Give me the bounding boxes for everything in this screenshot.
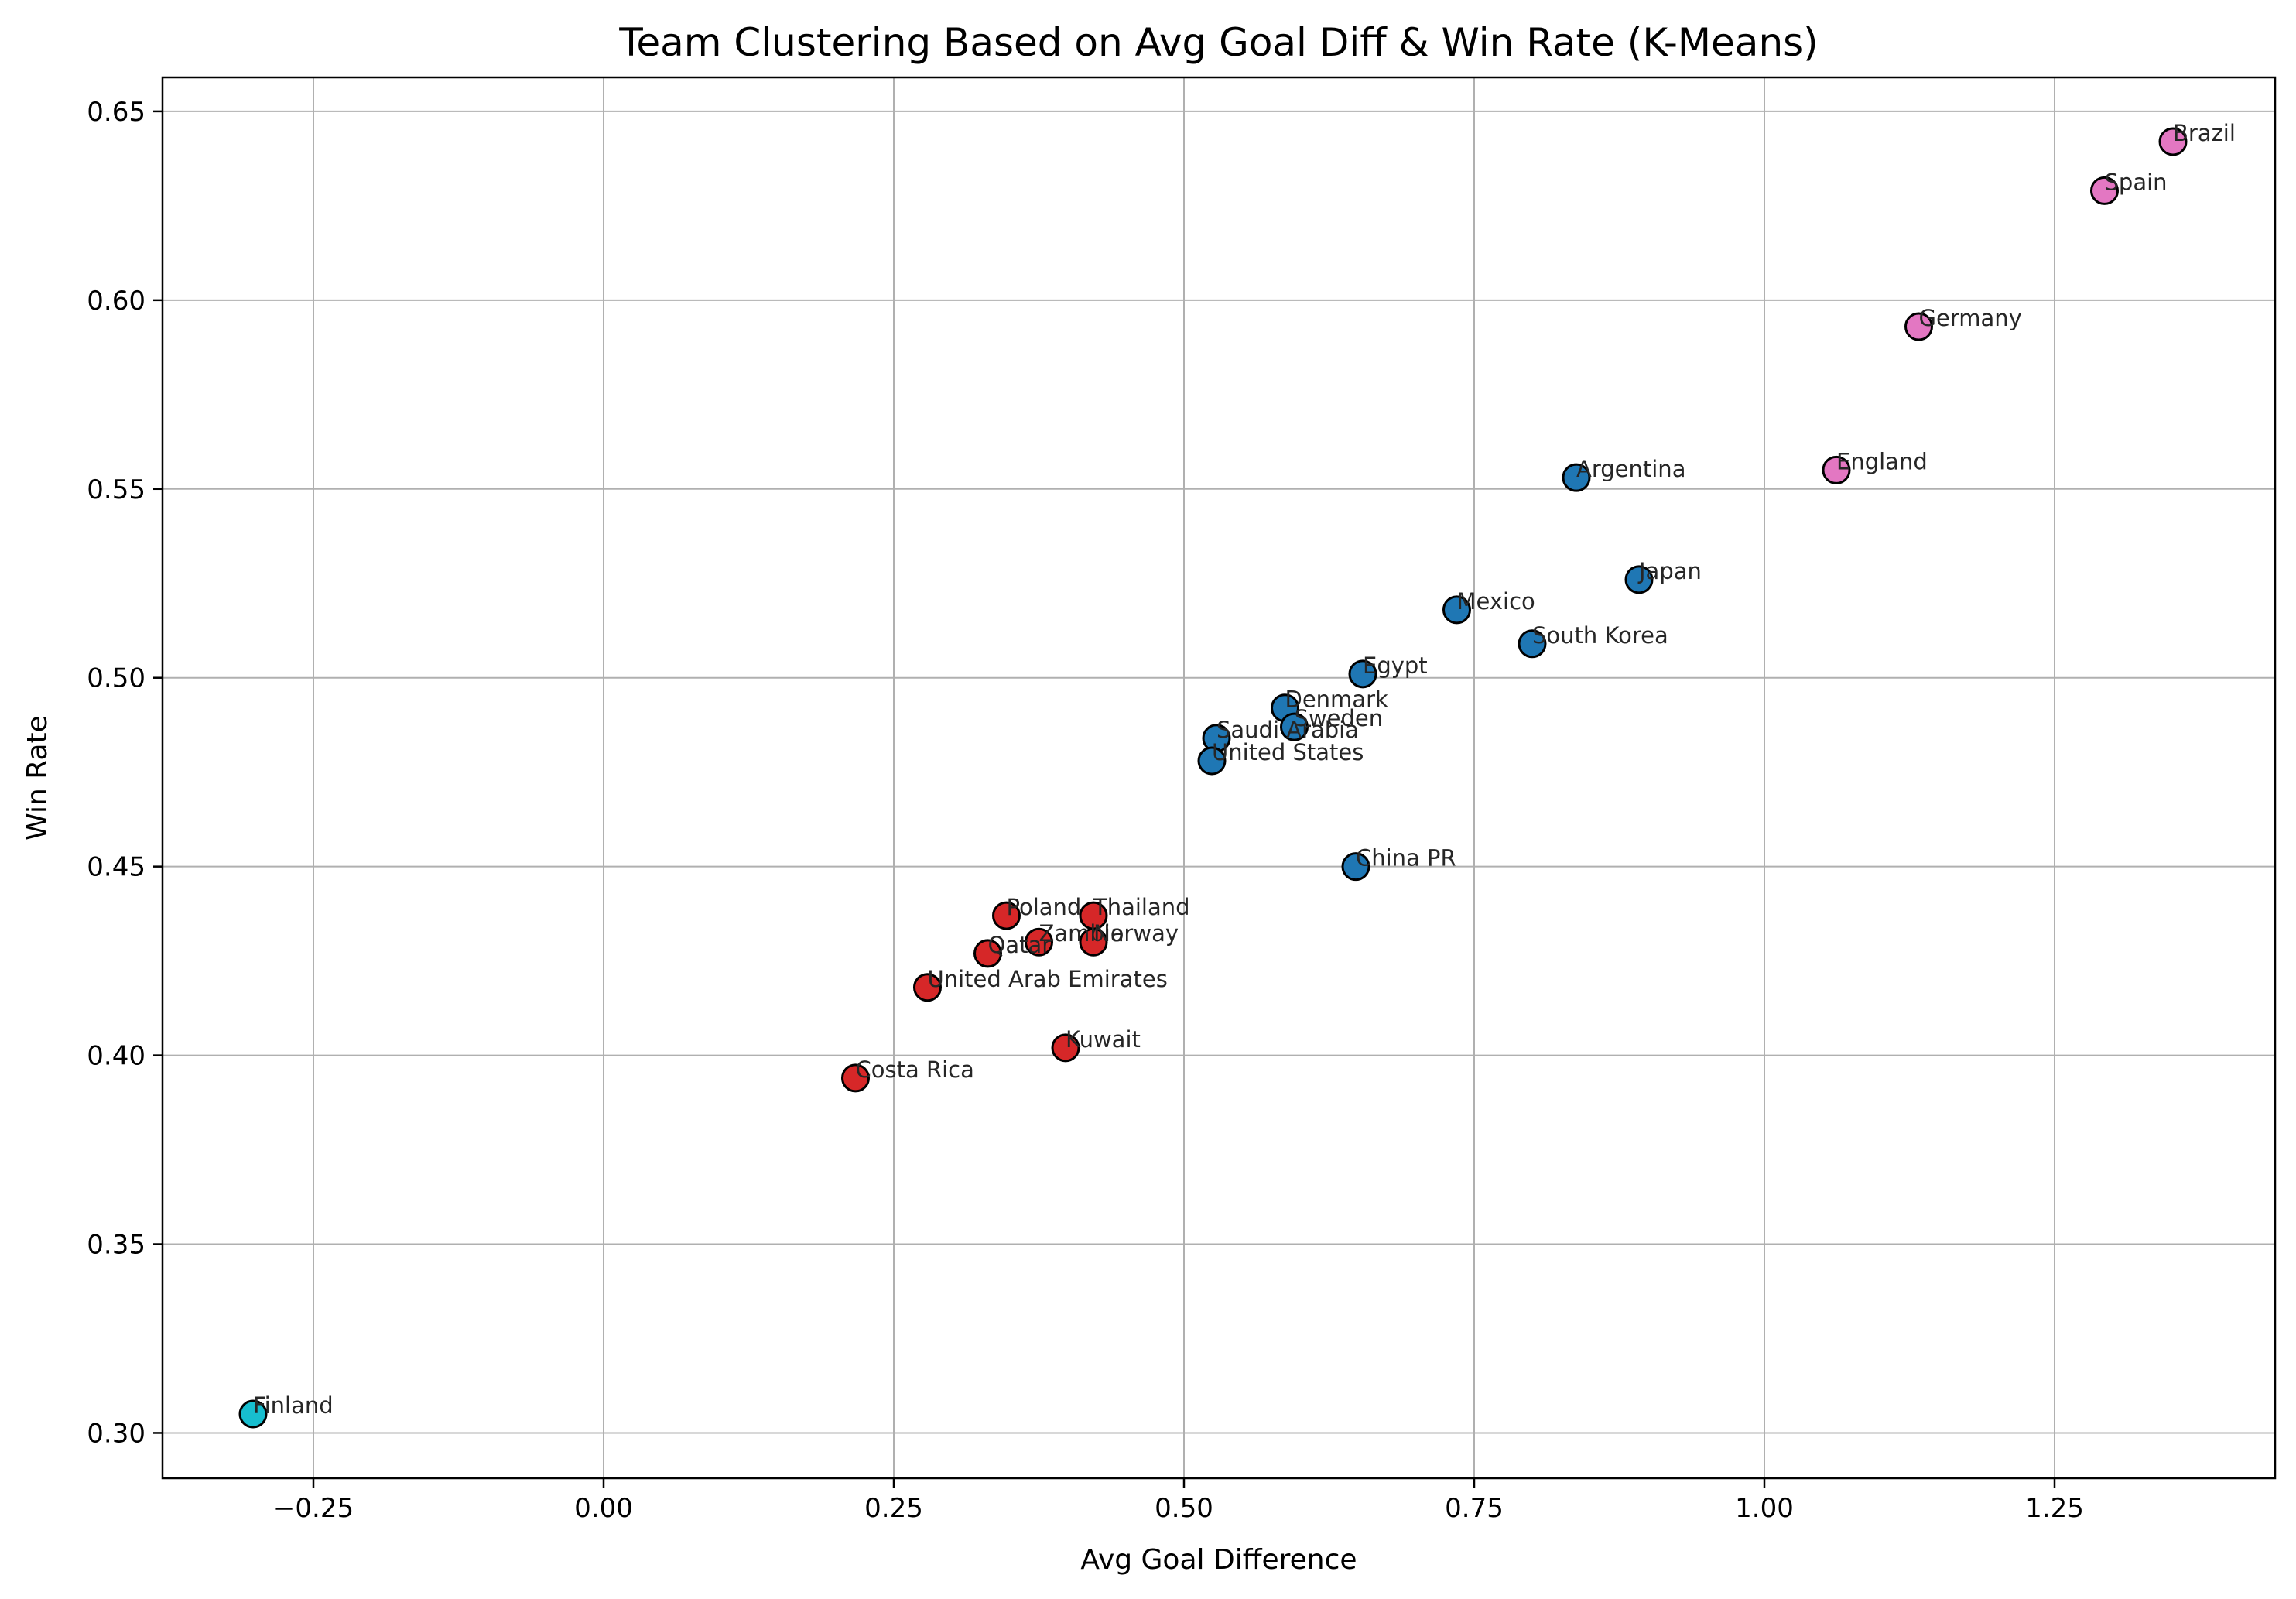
data-point <box>238 1399 268 1429</box>
x-tick-label: 0.00 <box>574 1493 633 1524</box>
y-axis-label: Win Rate <box>22 715 53 841</box>
y-tick-label: 0.50 <box>87 663 145 694</box>
x-tick-label: −0.25 <box>273 1493 354 1524</box>
point-label: United Arab Emirates <box>928 966 1168 992</box>
point-label: United States <box>1212 739 1364 765</box>
point-label: England <box>1836 448 1928 474</box>
data-point <box>841 1063 870 1093</box>
data-point <box>913 973 942 1002</box>
data-point <box>2158 127 2188 156</box>
x-axis-label: Avg Goal Difference <box>1080 1544 1357 1576</box>
data-point <box>1904 312 1933 341</box>
point-label: Germany <box>1919 305 2022 331</box>
y-tick-label: 0.30 <box>87 1418 145 1449</box>
point-label: Denmark <box>1285 687 1388 713</box>
y-tick-label: 0.35 <box>87 1230 145 1261</box>
point-label: Argentina <box>1576 456 1685 482</box>
data-point <box>1280 712 1309 741</box>
data-point <box>1025 927 1053 957</box>
point-label: Norway <box>1093 920 1179 947</box>
chart-title: Team Clustering Based on Avg Goal Diff &… <box>618 20 1818 65</box>
x-tick-label: 0.50 <box>1155 1493 1213 1524</box>
data-point <box>1442 595 1471 625</box>
data-point <box>1197 746 1227 776</box>
y-tick-label: 0.40 <box>87 1041 145 1072</box>
point-label: China PR <box>1356 845 1456 871</box>
y-tick-label: 0.45 <box>87 852 145 883</box>
plot-frame <box>161 76 2277 1480</box>
point-label: Zambia <box>1039 920 1124 947</box>
point-label: Thailand <box>1093 894 1190 920</box>
point-label: Sweden <box>1295 705 1384 731</box>
y-tick-label: 0.65 <box>87 97 145 128</box>
y-tick-label: 0.60 <box>87 286 145 317</box>
data-point <box>1518 629 1547 659</box>
data-point <box>1079 927 1108 957</box>
x-tick-label: 1.25 <box>2025 1493 2084 1524</box>
data-point <box>1562 463 1591 492</box>
grid-lines <box>163 77 2275 1478</box>
point-label: Kuwait <box>1066 1026 1141 1053</box>
data-points <box>238 127 2188 1429</box>
data-point <box>1348 659 1377 689</box>
point-label: Egypt <box>1363 652 1428 679</box>
y-tick-label: 0.55 <box>87 474 145 505</box>
point-label: South Korea <box>1532 622 1668 649</box>
point-label: Spain <box>2105 169 2168 195</box>
axis-ticks: −0.25 0.00 0.25 0.50 0.75 1.00 1.25 0.30 0.35 0.4… <box>87 97 2084 1524</box>
data-point <box>2090 176 2119 205</box>
data-point <box>1624 565 1654 594</box>
x-tick-label: 0.25 <box>864 1493 923 1524</box>
point-label: Saudi Arabia <box>1216 717 1359 743</box>
point-label: Japan <box>1637 558 1702 584</box>
data-point <box>1822 455 1851 484</box>
point-label: Costa Rica <box>856 1056 974 1083</box>
point-label: Mexico <box>1457 588 1535 615</box>
data-point <box>992 901 1021 930</box>
data-point <box>973 939 1002 968</box>
data-point <box>1341 852 1370 882</box>
point-label: Qatar <box>988 932 1052 958</box>
data-point <box>1051 1033 1080 1063</box>
point-label: Poland <box>1007 894 1082 920</box>
point-label: Finland <box>253 1392 334 1419</box>
point-label: Brazil <box>2173 120 2236 146</box>
x-tick-label: 0.75 <box>1445 1493 1504 1524</box>
x-tick-label: 1.00 <box>1735 1493 1794 1524</box>
